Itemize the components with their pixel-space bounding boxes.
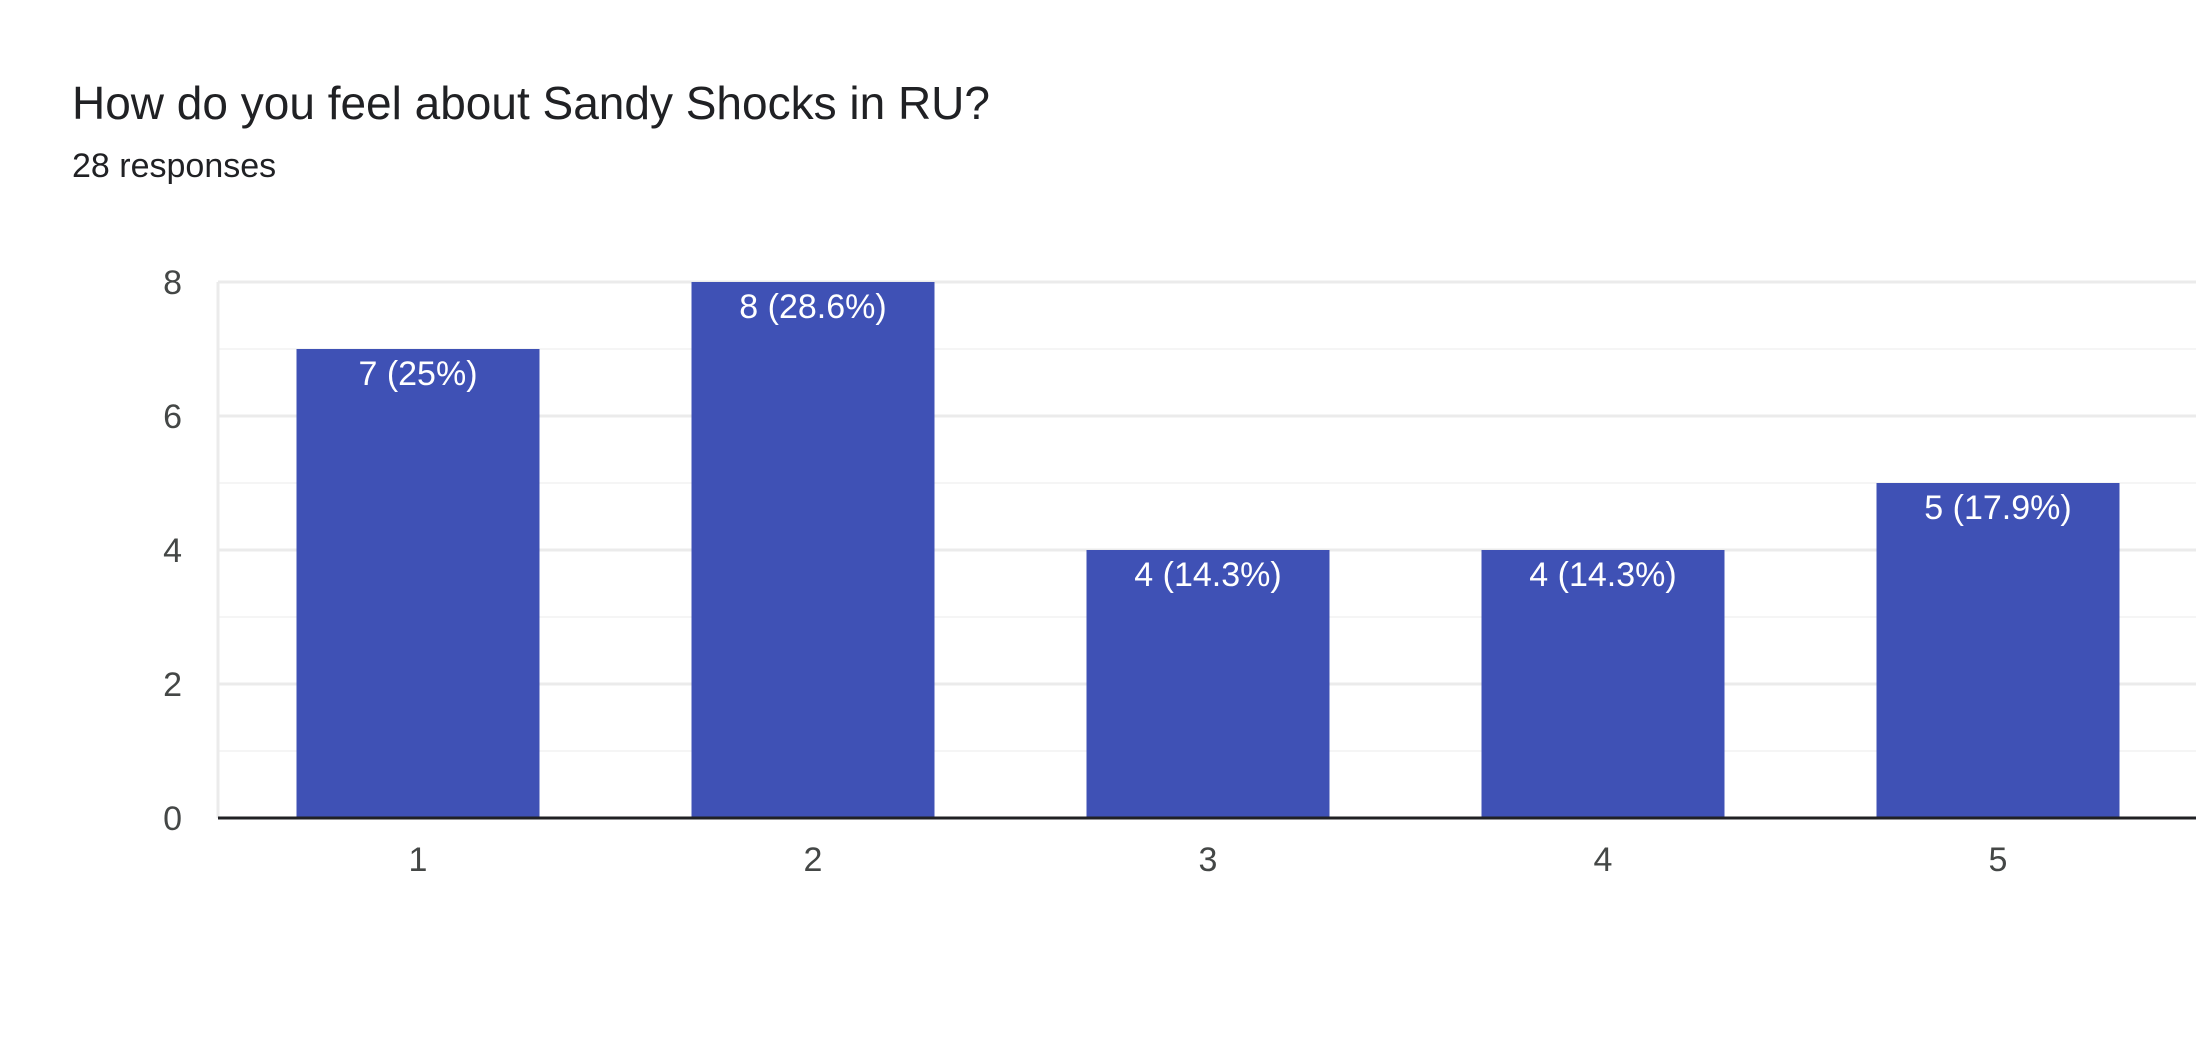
x-tick-label: 2 [804,841,823,879]
bar-data-label: 4 (14.3%) [1529,556,1676,594]
y-tick-label: 6 [163,398,182,436]
y-tick-label: 8 [163,264,182,302]
bar [1876,483,2120,818]
bar-data-label: 4 (14.3%) [1134,556,1281,594]
bar [296,349,540,818]
bar [1086,550,1330,818]
y-tick-label: 4 [163,532,182,570]
bar-data-label: 5 (17.9%) [1924,489,2071,527]
x-tick-label: 4 [1594,841,1613,879]
x-tick-label: 1 [409,841,428,879]
bar [1481,550,1725,818]
response-count: 28 responses [72,147,277,185]
bar-data-label: 7 (25%) [358,355,477,393]
x-tick-label: 3 [1199,841,1218,879]
bar-data-label: 8 (28.6%) [739,288,886,326]
y-tick-label: 0 [163,800,182,838]
chart-title: How do you feel about Sandy Shocks in RU… [72,77,990,129]
x-tick-label: 5 [1989,841,2008,879]
bar [691,282,935,818]
y-tick-label: 2 [163,666,182,704]
